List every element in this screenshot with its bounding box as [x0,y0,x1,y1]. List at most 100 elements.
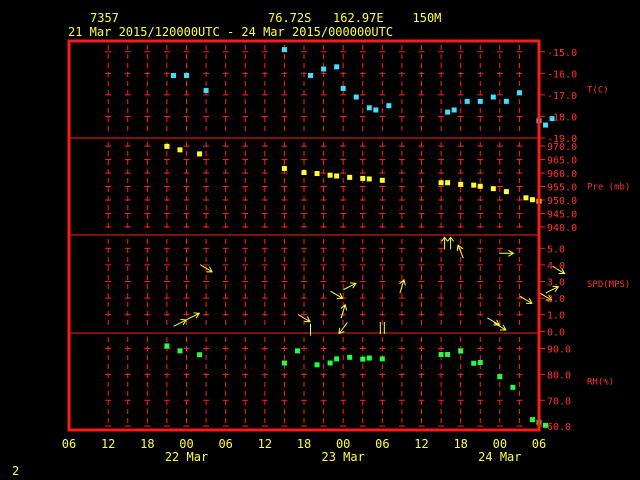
grid-lines [69,45,545,427]
data-point [490,186,496,192]
data-point [438,180,444,186]
data-point [503,189,509,195]
x-tick-label: 06 [375,437,389,451]
data-point [366,355,372,361]
data-point [281,360,287,366]
data-point [458,181,464,187]
y-tick-label: 70.0 [547,396,571,407]
wind-arrow-head [340,303,348,311]
wind-arrow-head [552,285,560,292]
data-point [164,343,170,349]
page-number: 2 [12,464,19,478]
data-point [334,64,340,70]
data-point [203,88,209,94]
x-tick-label: 12 [414,437,428,451]
x-tick-label: 18 [453,437,467,451]
data-point [438,351,444,357]
data-point [477,359,483,365]
y-tick-label: 60.0 [547,422,571,433]
date-label: 23 Mar [321,450,364,464]
station-id: 7357 [90,11,119,25]
data-point [379,177,385,183]
y-tick-label: 960.0 [547,169,577,180]
y-tick-label: 3.0 [547,278,565,289]
data-point [543,122,549,128]
wind-arrow-head [500,324,507,331]
y-tick-label: 945.0 [547,209,577,220]
wind-arrow-head [399,278,406,286]
wind-arrow-head [180,318,188,326]
x-tick-label: 18 [297,437,311,451]
wind-arrow [343,282,357,291]
date-label: 22 Mar [165,450,208,464]
y-tick-label: 4.0 [547,261,565,272]
data-point [503,98,509,104]
data-point [529,417,535,423]
y-tick-label: -15.0 [547,48,577,59]
data-point [490,94,496,100]
y-tick-label: 80.0 [547,370,571,381]
wind-arrow-head [206,266,213,273]
data-point [379,356,385,362]
data-point [334,173,340,179]
x-tick-label: 06 [62,437,76,451]
wind-arrow [338,322,348,334]
data-point [314,171,320,177]
wind-arrow [330,290,343,299]
data-point [177,147,183,153]
data-point [347,354,353,360]
y-tick-label: 1.0 [547,311,565,322]
data-point [445,180,451,186]
y-tick-label: -18.0 [547,112,577,123]
data-marks [164,47,566,428]
data-point [510,384,516,390]
data-point [516,90,522,96]
data-point [353,94,359,100]
wind-arrow-head [193,312,201,319]
plot-frame [67,39,541,432]
time-range: 21 Mar 2015/120000UTC - 24 Mar 2015/0000… [68,25,393,39]
y-tick-label: 950.0 [547,196,577,207]
wind-arrow-head [545,294,553,301]
wind-arrow-head [441,236,449,242]
data-point [164,143,170,149]
panel-label: RH(%) [587,378,614,388]
x-tick-label: 00 [493,437,507,451]
date-label: 24 Mar [478,450,521,464]
data-point [366,105,372,111]
data-point [464,98,470,104]
data-point [281,165,287,171]
data-point [366,176,372,182]
data-point [281,47,287,53]
y-tick-label: 955.0 [547,183,577,194]
data-point [523,195,529,201]
wind-arrow-head [304,316,311,323]
y-tick-label: 2.0 [547,294,565,305]
x-tick-label: 12 [258,437,272,451]
data-point [471,360,477,366]
data-point [497,374,503,380]
data-point [340,85,346,91]
y-tick-label: 0.0 [547,327,565,338]
x-tick-label: 00 [179,437,193,451]
y-tick-label: 965.0 [547,156,577,167]
x-tick-label: 12 [101,437,115,451]
data-point [184,72,189,78]
wind-arrow-head [493,319,501,326]
x-tick-label: 18 [140,437,154,451]
data-point [445,351,451,357]
wind-arrow-head [508,249,515,257]
wind-arrow [493,322,507,331]
wind-arrow [340,304,346,319]
wind-arrow-head [558,268,566,274]
data-point [294,348,300,354]
data-point [197,151,203,157]
data-point [549,116,555,122]
wind-arrow-head [336,293,344,299]
data-point [334,356,340,362]
wind-arrow [552,265,565,274]
data-point [177,348,183,354]
y-tick-label: 940.0 [547,223,577,234]
x-tick-label: 06 [532,437,546,451]
